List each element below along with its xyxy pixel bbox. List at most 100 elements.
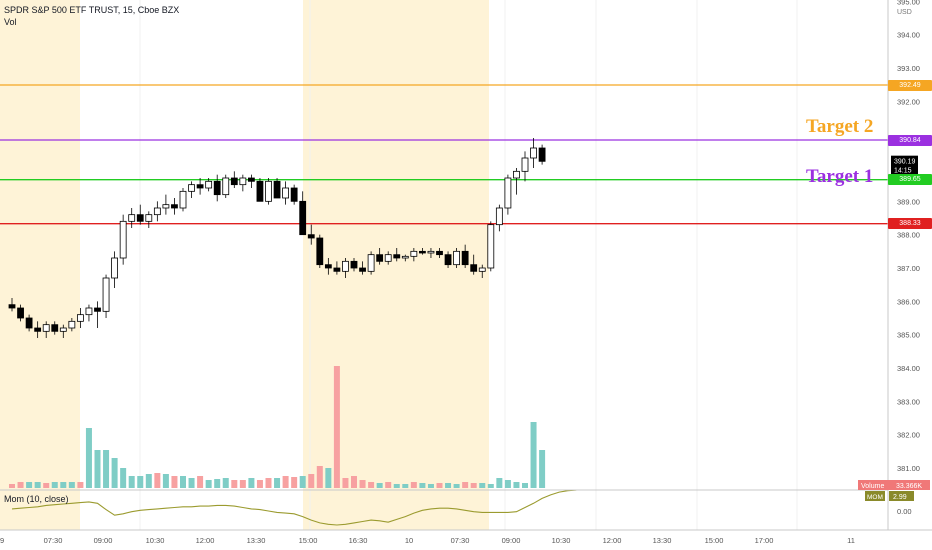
price-tick-2: 393.00 — [897, 64, 920, 73]
candle-body-52 — [453, 250, 461, 266]
candle-body-60 — [521, 157, 529, 172]
momentum-badge-bg — [865, 491, 885, 501]
volume-bar-61 — [530, 422, 537, 488]
price-tick-7: 386.00 — [897, 297, 920, 306]
candle-body-30 — [265, 180, 272, 202]
volume-bar-11 — [103, 450, 110, 488]
candle-body-29 — [256, 180, 264, 202]
volume-bar-17 — [154, 473, 161, 488]
candle-body-47 — [410, 250, 418, 257]
candle-body-62 — [538, 147, 546, 162]
target-2-annotation: Target 2 — [806, 116, 874, 137]
volume-bar-36 — [316, 466, 323, 488]
volume-bar-25 — [222, 478, 229, 488]
candle-body-8 — [77, 314, 84, 322]
stop-price-tag: 388.33 — [888, 218, 932, 230]
volume-bar-7 — [68, 482, 75, 488]
target-1-annotation: Target 1 — [806, 166, 874, 187]
candle-body-31 — [273, 180, 281, 199]
volume-bar-41 — [359, 480, 366, 488]
volume-bar-45 — [393, 484, 400, 488]
candle-body-20 — [179, 190, 187, 209]
candle-body-23 — [205, 180, 213, 189]
volume-bar-39 — [342, 478, 349, 488]
volume-bar-55 — [479, 483, 486, 488]
currency-label: USD — [897, 9, 912, 16]
symbol-title[interactable]: SPDR S&P 500 ETF TRUST, 15, Cboe BZX — [4, 5, 180, 15]
time-tick-8: 10 — [405, 536, 413, 545]
candle-body-46 — [401, 255, 409, 259]
entry-price-tag: 389.65 — [888, 174, 932, 186]
volume-bar-37 — [325, 468, 332, 488]
candle-body-36 — [316, 237, 324, 266]
volume-bar-53 — [462, 482, 469, 488]
candle-body-50 — [436, 250, 443, 256]
candle-body-18 — [162, 204, 170, 209]
momentum-badge-value: 2.99 — [893, 494, 907, 501]
volume-bar-21 — [188, 478, 195, 488]
volume-bar-22 — [197, 476, 204, 488]
last-price-box — [891, 155, 918, 176]
candle-body-43 — [376, 254, 384, 262]
candle-body-35 — [307, 234, 315, 239]
candle-body-3 — [34, 327, 42, 332]
level-lines — [0, 84, 888, 225]
candle-body-17 — [153, 207, 161, 216]
candle-body-7 — [68, 320, 76, 329]
volume-bar-19 — [171, 476, 178, 488]
volume-indicator-label[interactable]: Vol — [4, 17, 17, 27]
candle-body-39 — [342, 260, 349, 272]
volume-bar-14 — [128, 476, 135, 488]
time-tick-7: 16:30 — [349, 536, 368, 545]
candle-body-61 — [530, 147, 537, 159]
time-tick-6: 15:00 — [299, 536, 318, 545]
volume-bar-35 — [308, 474, 315, 488]
momentum-line — [11, 489, 577, 526]
price-tick-10: 383.00 — [897, 397, 920, 406]
volume-bar-42 — [368, 482, 375, 488]
candle-body-38 — [333, 267, 341, 272]
volume-bar-6 — [60, 482, 67, 488]
volume-bar-49 — [427, 484, 434, 488]
volume-bar-48 — [419, 483, 426, 488]
volume-bar-62 — [539, 450, 546, 488]
candle-body-33 — [290, 187, 298, 202]
target-2-price-tag: 392.49 — [888, 79, 932, 91]
candle-body-9 — [85, 307, 93, 316]
candle-body-21 — [188, 184, 195, 192]
candle-body-16 — [145, 214, 153, 222]
volume-bar-31 — [274, 478, 281, 488]
time-tick-15: 17:00 — [755, 536, 774, 545]
candle-body-26 — [230, 177, 238, 186]
candle-body-51 — [444, 254, 452, 266]
candle-body-40 — [350, 260, 358, 269]
candle-body-34 — [299, 200, 307, 236]
volume-bar-10 — [94, 450, 101, 488]
time-tick-10: 09:00 — [502, 536, 521, 545]
candle-body-25 — [222, 177, 230, 196]
candle-body-54 — [470, 264, 478, 272]
time-tick-3: 10:30 — [146, 536, 165, 545]
candle-body-10 — [94, 307, 101, 312]
volume-bar-33 — [291, 477, 298, 488]
candle-body-12 — [111, 257, 118, 279]
session-shading — [0, 0, 489, 530]
price-tick-9: 384.00 — [897, 364, 920, 373]
price-tick-0: 395.00 — [897, 0, 920, 6]
volume-bar-52 — [453, 484, 460, 488]
volume-bar-29 — [256, 480, 263, 488]
volume-bar-18 — [162, 474, 169, 488]
momentum-indicator-label[interactable]: Mom (10, close) — [4, 494, 69, 504]
volume-bar-26 — [231, 480, 238, 488]
volume-bar-8 — [77, 482, 84, 488]
time-tick-5: 13:30 — [247, 536, 266, 545]
momentum-value-bg — [889, 491, 914, 501]
last-price-countdown: 14:15 — [894, 168, 912, 175]
volume-bars — [9, 366, 546, 488]
volume-bar-1 — [17, 482, 24, 488]
volume-badge-bg — [858, 480, 930, 490]
volume-bar-24 — [214, 479, 221, 488]
volume-bar-57 — [496, 478, 503, 488]
volume-bar-4 — [43, 483, 50, 488]
